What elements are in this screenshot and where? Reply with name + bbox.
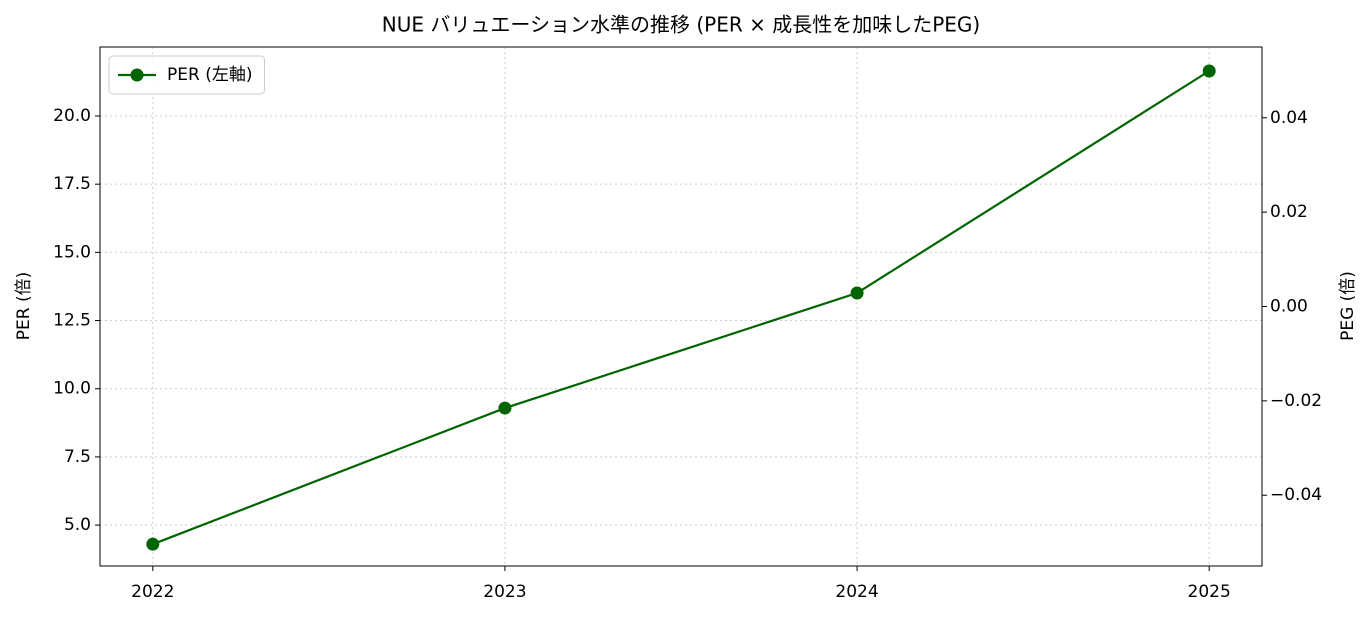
plot-frame [99,46,1263,567]
y2-tick-label: −0.02 [1270,391,1322,411]
data-point [146,537,160,551]
y-tick-label: 7.5 [64,447,91,467]
x-tick-label: 2024 [835,582,878,602]
y-tick-label: 12.5 [53,311,91,331]
y2-tick-label: −0.04 [1270,485,1322,505]
y-tick-label: 5.0 [64,515,91,535]
y-tick-label: 17.5 [53,174,91,194]
data-point [498,401,512,415]
data-point [1202,64,1216,78]
series-line [152,70,1210,546]
legend-box [108,55,265,95]
y-tick-label: 10.0 [53,379,91,399]
legend-marker [130,68,144,82]
y-tick-label: 15.0 [53,242,91,262]
y2-tick-label: 0.00 [1270,297,1308,317]
y-axis-label: PER (倍) [14,272,34,340]
legend-label: PER (左軸) [167,65,252,85]
data-point [850,286,864,300]
y2-axis-label: PEG (倍) [1338,271,1358,341]
y2-tick-label: 0.04 [1270,108,1308,128]
x-tick-label: 2022 [131,582,174,602]
y2-tick-label: 0.02 [1270,202,1308,222]
x-tick-label: 2023 [483,582,526,602]
x-tick-label: 2025 [1188,582,1231,602]
y-tick-label: 20.0 [53,106,91,126]
chart-title: NUE バリュエーション水準の推移 (PER × 成長性を加味したPEG) [382,13,980,37]
